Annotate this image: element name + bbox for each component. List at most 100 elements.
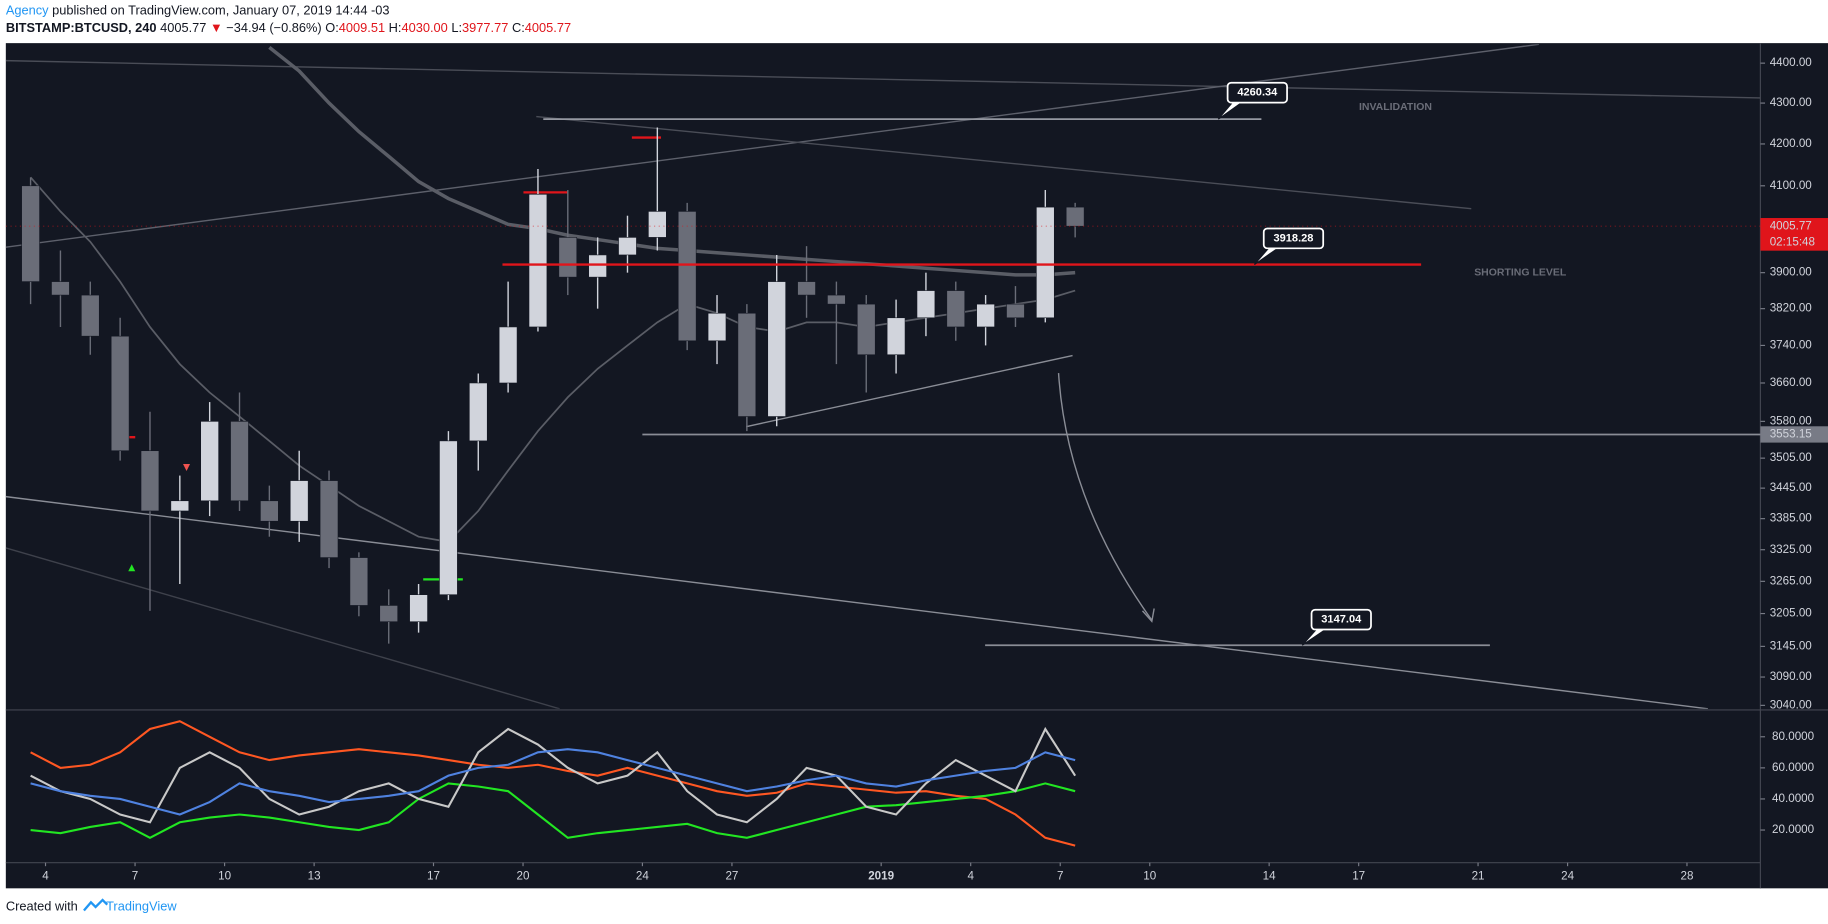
trend-line — [5, 59, 1761, 99]
y-tick-label: 4400.00 — [1770, 56, 1813, 69]
ohlc-l: 3977.77 — [462, 21, 508, 36]
price-pane — [21, 46, 1085, 644]
signal-down — [183, 463, 191, 471]
candle-body — [230, 421, 249, 502]
y-tick-label: 3740.00 — [1770, 339, 1813, 352]
callout-pointer — [1301, 629, 1326, 646]
candle-body — [170, 500, 190, 512]
candle-body — [827, 294, 846, 305]
candle-body — [379, 605, 398, 623]
candle-body — [319, 480, 339, 558]
x-tick-label: 14 — [1263, 870, 1276, 883]
callout-label: 3147.04 — [1321, 614, 1362, 626]
y-tick-label: 4300.00 — [1770, 96, 1813, 109]
ohlc-c: 4005.77 — [525, 21, 571, 36]
indicator-pane — [30, 720, 1077, 847]
indicator-line — [30, 782, 1076, 839]
candle-body — [707, 312, 727, 342]
price-badge-label: 3553.15 — [1770, 428, 1812, 441]
candle-body — [648, 211, 667, 238]
candle-body — [1006, 303, 1025, 319]
candle-body — [110, 335, 130, 452]
last-price: 4005.77 — [160, 21, 206, 36]
y-tick-label: 3820.00 — [1770, 302, 1813, 315]
candle-body — [409, 594, 428, 623]
x-tick-label: 7 — [1057, 870, 1063, 883]
x-tick-label: 7 — [132, 870, 138, 883]
indicator-tick-label: 60.0000 — [1772, 761, 1815, 774]
callout-box — [1262, 227, 1325, 250]
last-price-label: 4005.77 — [1770, 219, 1812, 232]
published: published on TradingView.com, January 07… — [52, 3, 389, 18]
candle-body — [618, 237, 637, 256]
arrow-head — [1141, 608, 1155, 623]
y-tick-label: 3205.00 — [1770, 607, 1813, 620]
x-tick-label: 17 — [1352, 870, 1365, 883]
candle-body — [1065, 206, 1085, 227]
trend-line — [745, 354, 1073, 428]
candle-body — [976, 303, 995, 328]
indicator-tick-label: 40.0000 — [1772, 792, 1815, 805]
symbol-line: BITSTAMP:BTCUSD, 240 4005.77 ▼ −34.94 (−… — [6, 21, 571, 36]
y-tick-label: 3040.00 — [1770, 698, 1813, 711]
x-tick-label: 21 — [1472, 870, 1485, 883]
ohlc-h-label: H: — [389, 21, 402, 36]
y-tick-label: 3580.00 — [1770, 414, 1813, 427]
callout-pointer — [1253, 247, 1279, 266]
y-tick-label: 3445.00 — [1770, 481, 1813, 494]
header-line: Agency published on TradingView.com, Jan… — [6, 3, 390, 18]
candle-body — [140, 450, 160, 512]
y-tick-label: 3900.00 — [1770, 266, 1813, 279]
x-tick-label: 24 — [636, 870, 649, 883]
footer-created: Created with — [6, 898, 78, 913]
signal-up — [128, 564, 136, 572]
indicator-tick-label: 20.0000 — [1772, 823, 1815, 836]
callout-box — [1226, 81, 1288, 104]
candle-body — [81, 294, 100, 337]
candle-body — [528, 194, 548, 328]
candle-body — [946, 290, 966, 328]
change: −34.94 (−0.86%) — [226, 21, 321, 36]
trend-line — [5, 44, 1539, 248]
candle-body — [797, 281, 816, 296]
candle-body — [498, 326, 518, 384]
ohlc-h: 4030.00 — [401, 21, 447, 36]
drawings — [5, 44, 1761, 709]
y-tick-label: 3325.00 — [1770, 543, 1813, 556]
trend-line — [5, 547, 560, 709]
x-tick-label: 13 — [308, 870, 321, 883]
indicator-tick-label: 80.0000 — [1772, 730, 1815, 743]
bar-timer: 02:15:48 — [1770, 236, 1815, 249]
candle-body — [1036, 206, 1055, 319]
price-badge — [1760, 426, 1828, 443]
down-arrow: ▼ — [210, 21, 223, 36]
candle-body — [677, 211, 697, 342]
candle-body — [289, 480, 309, 522]
logo — [83, 898, 109, 912]
candle-body — [349, 557, 369, 606]
candle-body — [558, 237, 578, 278]
candle-body — [439, 440, 458, 595]
y-tick-label: 3265.00 — [1770, 574, 1813, 587]
candle-body — [886, 317, 906, 356]
chart-background — [5, 43, 1828, 889]
author: Agency — [6, 3, 49, 18]
y-tick-label: 3385.00 — [1770, 512, 1813, 525]
x-tick-label: 28 — [1680, 870, 1693, 883]
indicator-line — [30, 726, 1077, 824]
x-tick-label: 24 — [1561, 870, 1574, 883]
ohlc-o: 4009.51 — [339, 21, 385, 36]
y-tick-label: 4200.00 — [1770, 137, 1813, 150]
candle-body — [588, 254, 607, 278]
candle-body — [767, 281, 786, 417]
callout-box — [1310, 608, 1372, 631]
x-tick-label: 20 — [517, 870, 530, 883]
candle-body — [21, 185, 40, 282]
x-tick-label: 17 — [427, 870, 440, 883]
candle-body — [51, 281, 70, 296]
ohlc-c-label: C: — [512, 21, 525, 36]
y-tick-label: 3660.00 — [1770, 376, 1813, 389]
trend-line — [5, 495, 1709, 709]
ohlc-l-label: L: — [451, 21, 462, 36]
